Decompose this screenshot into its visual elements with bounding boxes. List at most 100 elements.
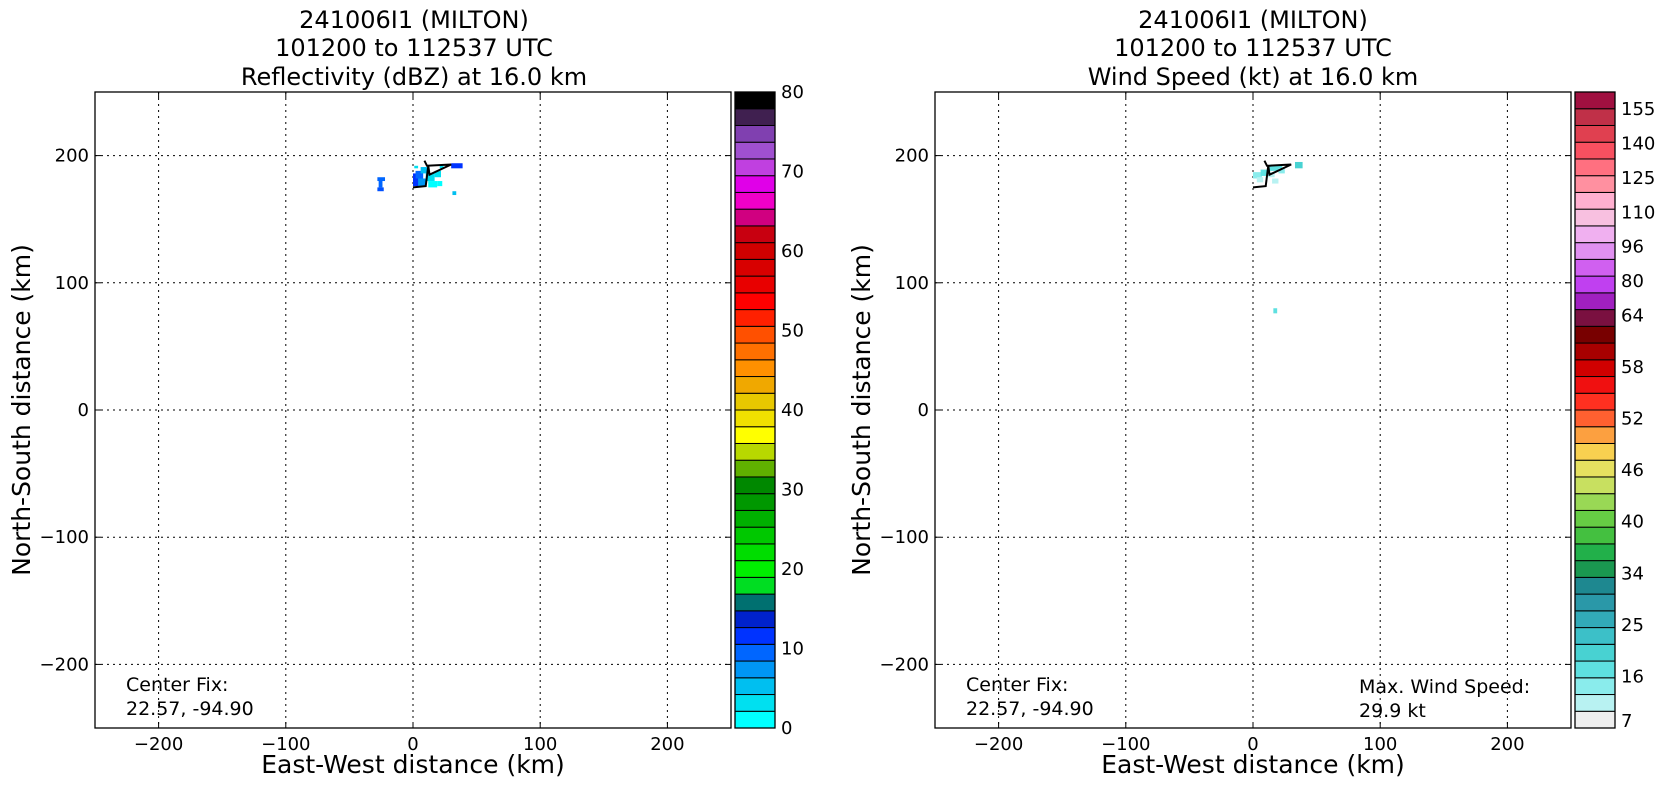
colorbar-segment <box>1574 242 1616 260</box>
colorbar-tick-label: 70 <box>781 162 804 183</box>
colorbar-tick-label: 64 <box>1621 305 1644 326</box>
y-tick-label: 200 <box>55 146 89 167</box>
colorbar-segment <box>1574 292 1616 311</box>
reflectivity-axis-ticks: −200 −100 0 100 200 −200 −100 0 100 200 <box>40 92 731 755</box>
colorbar-tick-label: 96 <box>1621 237 1644 258</box>
reflectivity-grid <box>95 92 731 728</box>
colorbar-segment <box>734 275 776 294</box>
data-cell <box>1253 172 1262 179</box>
data-cell <box>1256 177 1264 183</box>
colorbar-segment <box>734 694 776 712</box>
colorbar-segment <box>1574 543 1616 562</box>
colorbar-segment <box>734 392 776 411</box>
x-tick-label: 0 <box>407 734 418 755</box>
colorbar-segment <box>734 409 776 428</box>
wind-title-line-1: 241006I1 (MILTON) <box>1138 6 1368 34</box>
data-cell <box>434 170 441 178</box>
max-wind-speed-value: 29.9 kt <box>1359 700 1426 722</box>
x-tick-label: 100 <box>1363 734 1397 755</box>
colorbar-segment <box>734 442 776 461</box>
colorbar-tick-label: 30 <box>781 480 804 501</box>
x-tick-label: 100 <box>523 734 557 755</box>
colorbar-segment <box>734 208 776 227</box>
colorbar-tick-label: 40 <box>1621 512 1644 533</box>
colorbar-segment <box>1574 124 1616 143</box>
colorbar-segment <box>1574 108 1616 126</box>
colorbar-segment <box>734 643 776 662</box>
data-cell <box>428 181 438 188</box>
colorbar-segment <box>734 610 776 629</box>
colorbar-segment <box>734 660 776 679</box>
colorbar-segment <box>734 191 776 210</box>
colorbar-segment <box>1574 426 1616 444</box>
colorbar-segment <box>1574 208 1616 227</box>
colorbar-segment <box>1574 392 1616 411</box>
x-tick-label: −100 <box>261 734 310 755</box>
wind-y-axis-label: North-South distance (km) <box>847 244 876 576</box>
colorbar-segment <box>1574 91 1616 110</box>
colorbar-segment <box>1574 442 1616 461</box>
colorbar-segment <box>1574 476 1616 495</box>
colorbar-tick-label: 40 <box>781 400 804 421</box>
colorbar-segment <box>734 593 776 612</box>
wind-colorbar: 7 16 25 34 40 46 52 58 64 80 96 110 125 140 155 <box>1574 91 1655 732</box>
colorbar-tick-label: 50 <box>781 321 804 342</box>
reflectivity-title-line-2: 101200 to 112537 UTC <box>275 34 553 62</box>
wind-data-cells <box>1253 161 1303 314</box>
data-cell <box>425 173 435 182</box>
data-cell <box>1294 161 1303 169</box>
colorbar-segment <box>734 376 776 394</box>
reflectivity-colorbar: 0 10 20 30 40 50 60 70 80 <box>734 82 804 739</box>
colorbar-segment <box>1574 643 1616 662</box>
colorbar-frame <box>1574 91 1616 729</box>
data-cell <box>437 181 443 187</box>
colorbar-tick-label: 46 <box>1621 460 1644 481</box>
data-cell <box>414 165 419 169</box>
colorbar-segment <box>1574 694 1616 712</box>
colorbar-segment <box>1574 409 1616 428</box>
y-tick-label: 0 <box>918 400 929 421</box>
colorbar-segment <box>734 509 776 528</box>
data-cell <box>378 178 383 188</box>
x-tick-label: 200 <box>650 734 684 755</box>
colorbar-segment <box>734 459 776 478</box>
wind-title-line-3: Wind Speed (kt) at 16.0 km <box>1088 63 1419 91</box>
colorbar-segment <box>734 342 776 361</box>
storm-track-line <box>412 160 452 189</box>
data-cell <box>418 178 426 187</box>
colorbar-segment <box>1574 610 1616 629</box>
colorbar-segment <box>1574 191 1616 210</box>
colorbar-tick-label: 110 <box>1621 202 1655 223</box>
colorbar-segment <box>1574 660 1616 679</box>
colorbar-tick-label: 16 <box>1621 666 1644 687</box>
colorbar-segment <box>1574 509 1616 528</box>
colorbar-segment <box>734 526 776 545</box>
x-tick-label: −100 <box>1101 734 1150 755</box>
colorbar-segment <box>1574 459 1616 478</box>
colorbar-tick-label: 140 <box>1621 134 1655 155</box>
colorbar-segment <box>734 175 776 193</box>
y-tick-label: 0 <box>78 400 89 421</box>
colorbar-segment <box>1574 175 1616 193</box>
colorbar-segment <box>734 476 776 495</box>
data-cell <box>1272 178 1279 184</box>
wind-storm-track <box>1252 160 1292 189</box>
x-tick-label: 0 <box>1247 734 1258 755</box>
data-cell <box>420 167 427 174</box>
wind-center-fix-label: Center Fix: <box>966 674 1068 696</box>
data-cell <box>415 170 424 179</box>
reflectivity-panel: 241006I1 (MILTON) 101200 to 112537 UTC R… <box>7 6 804 779</box>
colorbar-tick-label: 52 <box>1621 409 1644 430</box>
colorbar-segment <box>1574 275 1616 294</box>
colorbar-segment <box>734 426 776 444</box>
colorbar-segment <box>1574 576 1616 595</box>
colorbar-segment <box>1574 560 1616 578</box>
colorbar-segment <box>734 242 776 260</box>
colorbar-tick-label: 20 <box>781 559 804 580</box>
colorbar-segment <box>1574 627 1616 645</box>
colorbar-segment <box>1574 710 1616 729</box>
colorbar-tick-label: 60 <box>781 241 804 262</box>
colorbar-tick-label: 34 <box>1621 563 1644 584</box>
colorbar-tick-label: 7 <box>1621 711 1632 732</box>
